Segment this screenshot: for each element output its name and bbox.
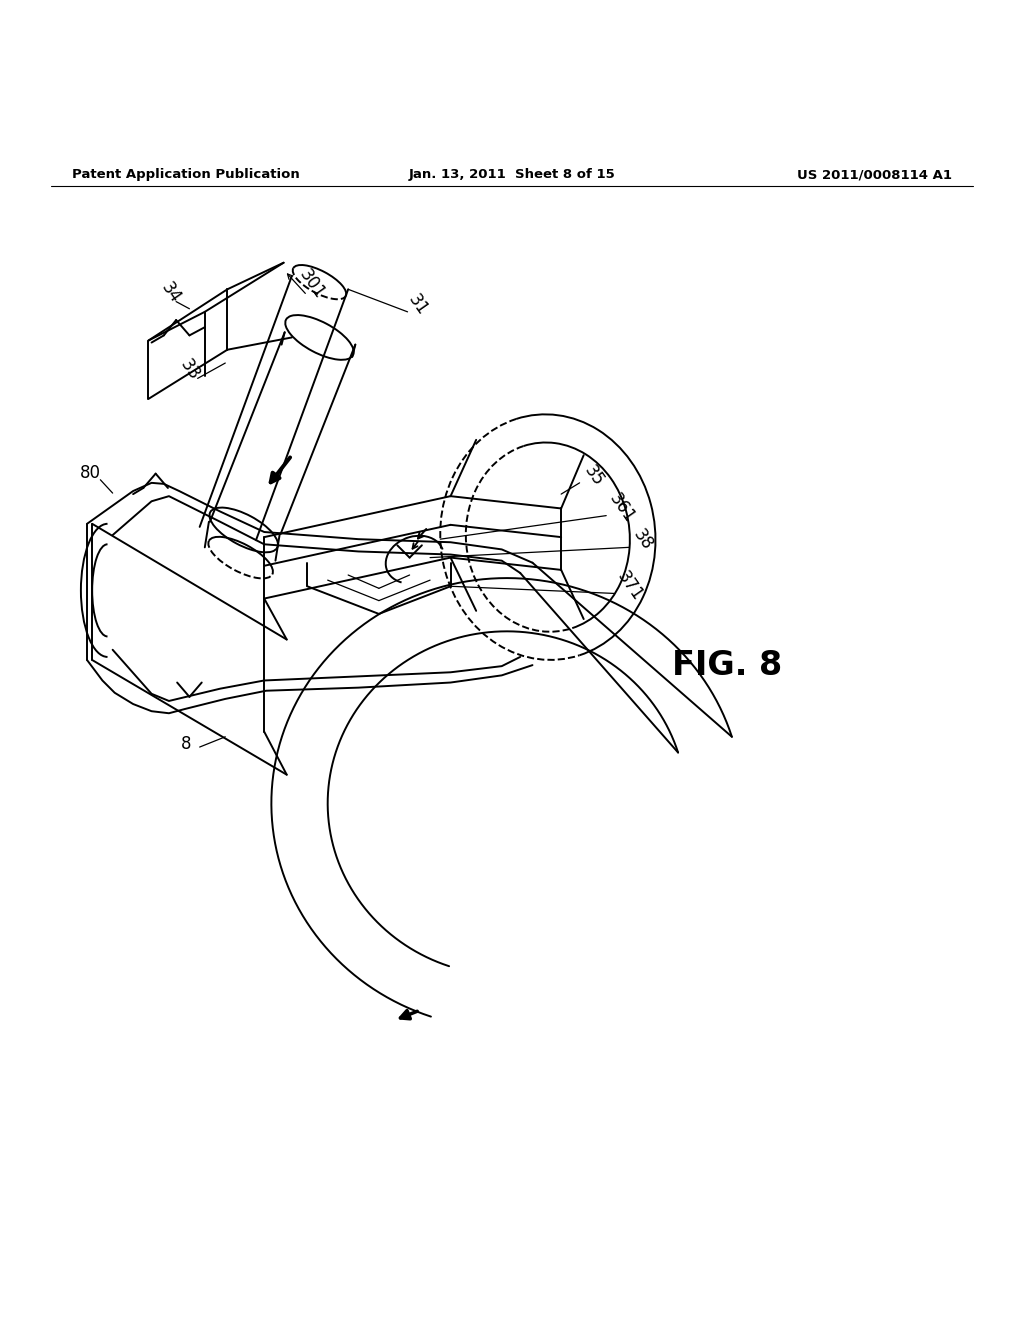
Text: 80: 80 [80,463,100,482]
Text: 8: 8 [181,735,191,752]
Text: US 2011/0008114 A1: US 2011/0008114 A1 [798,168,952,181]
Text: 31: 31 [404,290,431,318]
Text: 33: 33 [176,356,203,384]
Text: 361: 361 [605,490,638,527]
Text: 301: 301 [296,267,329,302]
Text: Patent Application Publication: Patent Application Publication [72,168,299,181]
Text: Jan. 13, 2011  Sheet 8 of 15: Jan. 13, 2011 Sheet 8 of 15 [409,168,615,181]
Text: 34: 34 [158,279,184,306]
Text: 35: 35 [581,462,607,490]
Text: FIG. 8: FIG. 8 [672,648,782,681]
Text: 371: 371 [613,568,646,605]
Text: 38: 38 [630,527,656,554]
